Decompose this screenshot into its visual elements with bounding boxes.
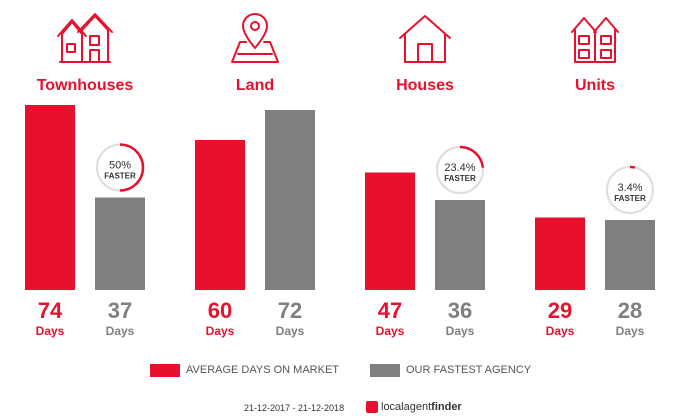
badge-percent: 50%: [109, 160, 131, 172]
localagentfinder-logo-icon: [366, 401, 378, 413]
bar-land-fastest: [265, 110, 315, 290]
unit-label: Days: [276, 324, 305, 338]
legend-label-fastest: OUR FASTEST AGENCY: [406, 364, 532, 376]
bar-houses-average: [365, 172, 415, 290]
brand-name: localagentfinder: [381, 401, 462, 413]
category-label-townhouses: Townhouses: [37, 77, 134, 94]
brand-name-bold: finder: [431, 401, 462, 413]
faster-badge-units: 3.4%FASTER: [606, 165, 654, 214]
badge-faster-label: FASTER: [444, 174, 476, 183]
legend-swatch-average: [150, 364, 180, 377]
unit-label: Days: [206, 324, 235, 338]
value-labels: 74Days37Days60Days72Days47Days36Days29Da…: [36, 298, 645, 338]
badge-faster-label: FASTER: [104, 172, 136, 181]
bar-houses-fastest: [435, 200, 485, 290]
legend: AVERAGE DAYS ON MARKET OUR FASTEST AGENC…: [0, 364, 700, 378]
badge-faster-label: FASTER: [614, 194, 646, 203]
category-label-units: Units: [575, 77, 615, 94]
footer: 21-12-2017 - 21-12-2018 localagentfinder: [0, 399, 700, 417]
unit-label: Days: [446, 324, 475, 338]
land-pin-icon: [231, 13, 279, 63]
value-label-units-average: 29: [548, 298, 572, 323]
value-label-land-average: 60: [208, 298, 232, 323]
legend-label-average: AVERAGE DAYS ON MARKET: [186, 364, 340, 376]
unit-label: Days: [106, 324, 135, 338]
value-label-townhouses-fastest: 37: [108, 298, 132, 323]
category-labels: Townhouses Land Houses Units: [37, 77, 615, 94]
house-icon: [399, 15, 451, 63]
category-icons: [57, 13, 619, 63]
category-label-land: Land: [236, 77, 274, 94]
bar-land-average: [195, 140, 245, 290]
townhouse-icon: [57, 13, 113, 63]
date-range: 21-12-2017 - 21-12-2018: [244, 403, 345, 413]
badge-percent: 3.4%: [617, 182, 642, 194]
bar-units-fastest: [605, 220, 655, 290]
badge-ring-progress: [119, 143, 145, 192]
days-on-market-chart: Townhouses Land Houses Units 74Days37Days60…: [25, 13, 655, 338]
badge-ring-progress: [459, 145, 485, 168]
value-label-houses-average: 47: [378, 298, 402, 323]
bar-townhouses-fastest: [95, 197, 145, 290]
brand-name-regular: localagent: [381, 401, 432, 413]
category-label-houses: Houses: [396, 77, 454, 94]
badge-ring-progress: [629, 165, 636, 169]
badge-percent: 23.4%: [444, 162, 475, 174]
faster-badge-townhouses: 50%FASTER: [96, 143, 145, 192]
value-label-houses-fastest: 36: [448, 298, 472, 323]
unit-label: Days: [616, 324, 645, 338]
legend-swatch-fastest: [370, 364, 400, 377]
unit-label: Days: [376, 324, 405, 338]
value-label-land-fastest: 72: [278, 298, 302, 323]
bars: [25, 105, 655, 290]
unit-label: Days: [546, 324, 575, 338]
value-label-townhouses-average: 74: [38, 298, 63, 323]
units-icon: [571, 17, 619, 63]
bar-townhouses-average: [25, 105, 75, 290]
bar-units-average: [535, 217, 585, 290]
faster-badge-houses: 23.4%FASTER: [436, 145, 485, 194]
value-label-units-fastest: 28: [618, 298, 642, 323]
unit-label: Days: [36, 324, 65, 338]
